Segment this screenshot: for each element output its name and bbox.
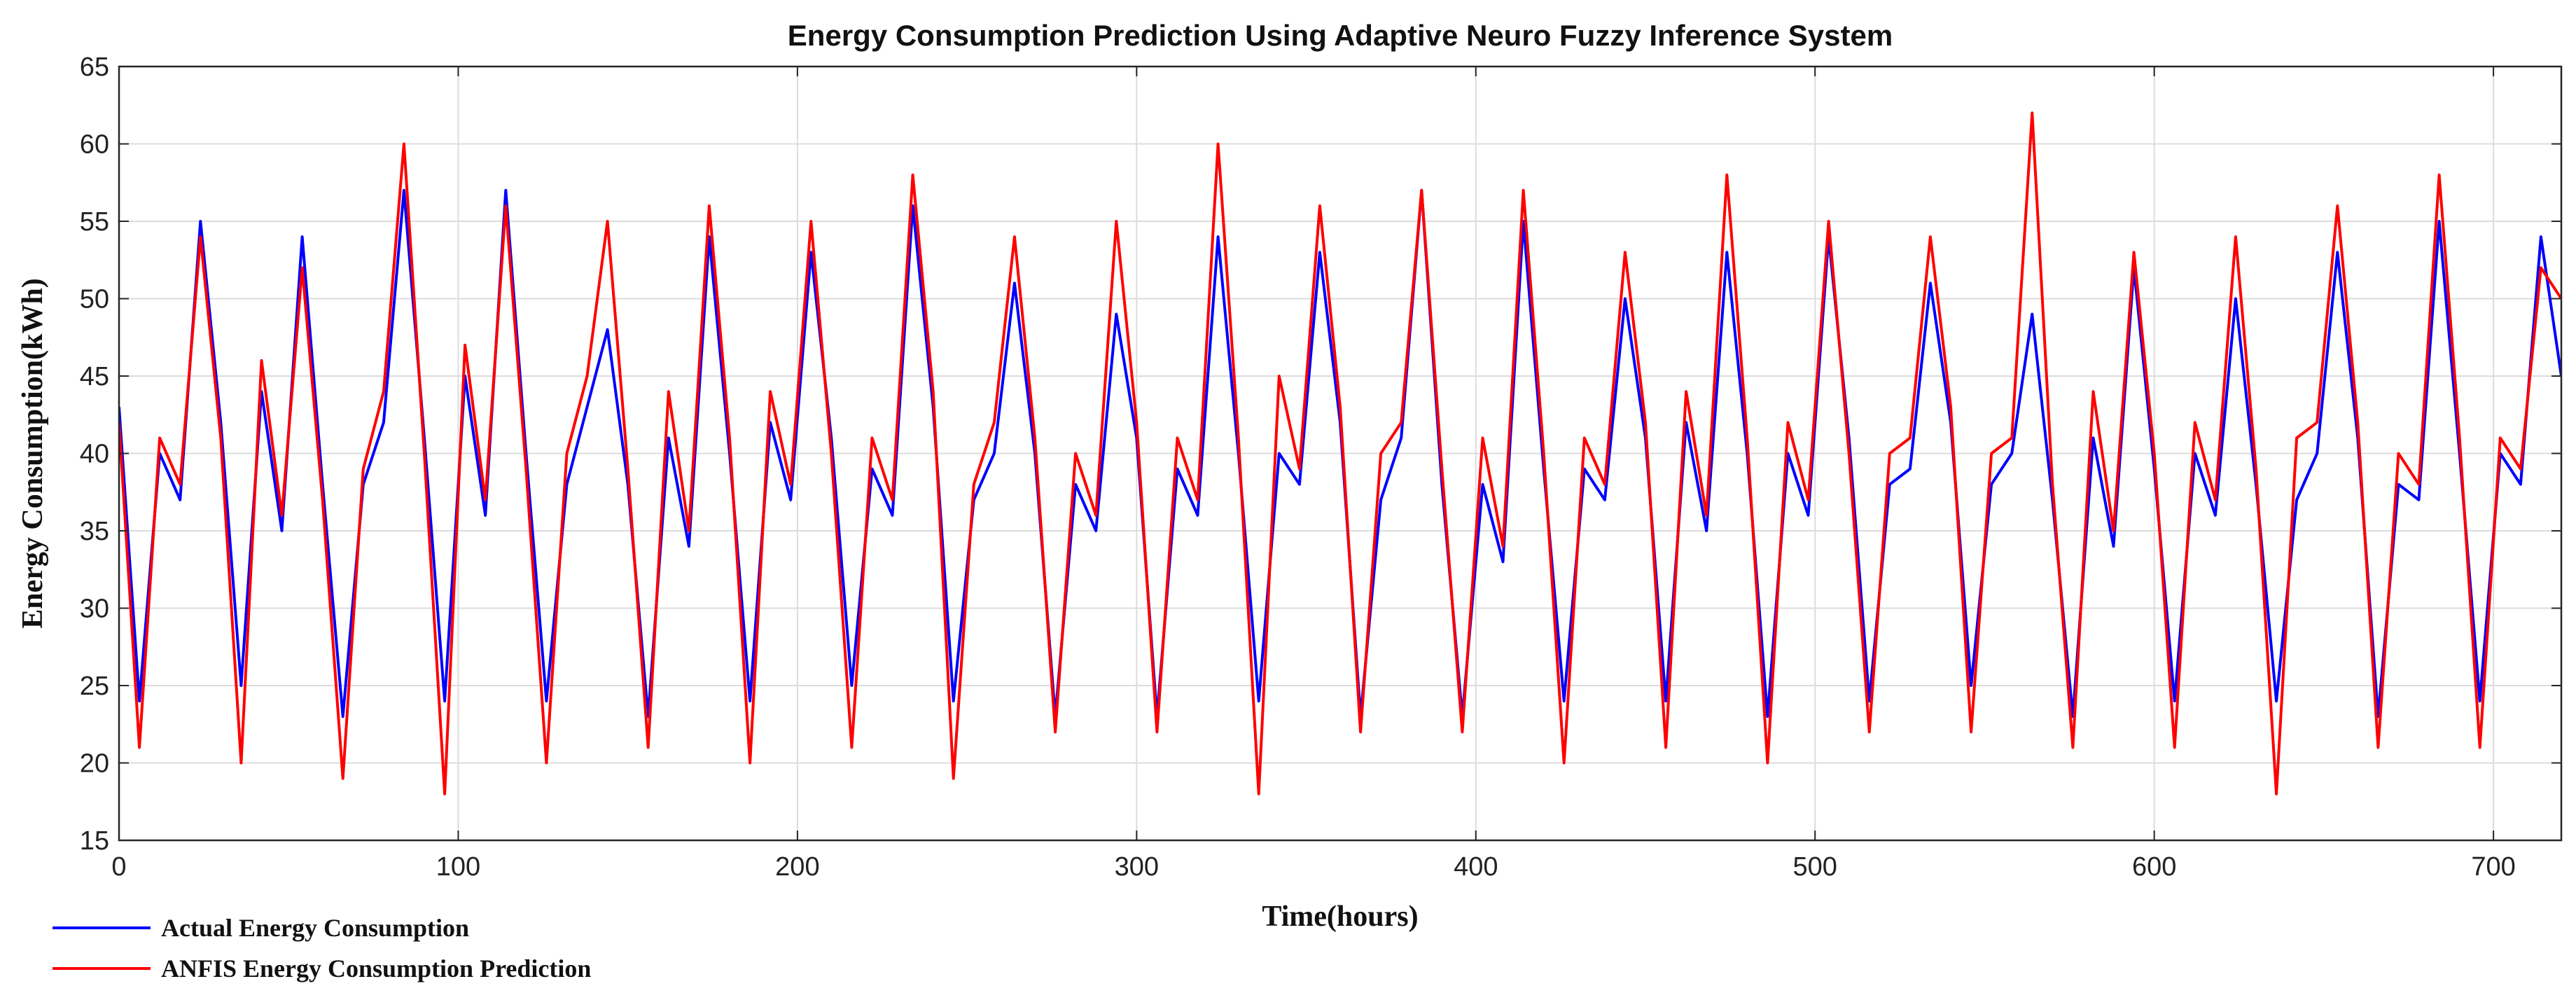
y-tick-label: 25 [80, 672, 109, 701]
x-tick-label: 100 [436, 852, 480, 882]
legend-label-anfis: ANFIS Energy Consumption Prediction [161, 954, 591, 982]
y-tick-label: 65 [80, 53, 109, 82]
y-tick-label: 35 [80, 517, 109, 546]
y-tick-label: 45 [80, 362, 109, 391]
y-tick-label: 60 [80, 130, 109, 160]
y-tick-label: 30 [80, 595, 109, 624]
x-tick-label: 600 [2132, 852, 2176, 882]
x-tick-label: 0 [111, 852, 126, 882]
x-tick-label: 400 [1454, 852, 1498, 882]
x-tick-label: 300 [1115, 852, 1159, 882]
x-tick-label: 700 [2471, 852, 2515, 882]
y-tick-label: 40 [80, 440, 109, 469]
x-tick-label: 200 [775, 852, 819, 882]
series-line-anfis [119, 111, 2561, 796]
y-axis-label: Energy Consumption(kWh) [17, 278, 49, 629]
y-tick-label: 55 [80, 207, 109, 237]
y-tick-label: 50 [80, 285, 109, 314]
legend: Actual Energy Consumption ANFIS Energy C… [53, 914, 591, 982]
chart-title: Energy Consumption Prediction Using Adap… [788, 19, 1893, 52]
y-tick-label: 20 [80, 749, 109, 779]
series-layer [119, 111, 2561, 796]
x-tick-label: 500 [1793, 852, 1837, 882]
x-axis-label: Time(hours) [1262, 901, 1418, 933]
ticks: 0 100 200 300 400 500 600 700 15 20 25 30 35 40 45 50 55… [80, 53, 2561, 882]
legend-label-actual: Actual Energy Consumption [161, 914, 469, 942]
y-tick-label: 15 [80, 826, 109, 856]
